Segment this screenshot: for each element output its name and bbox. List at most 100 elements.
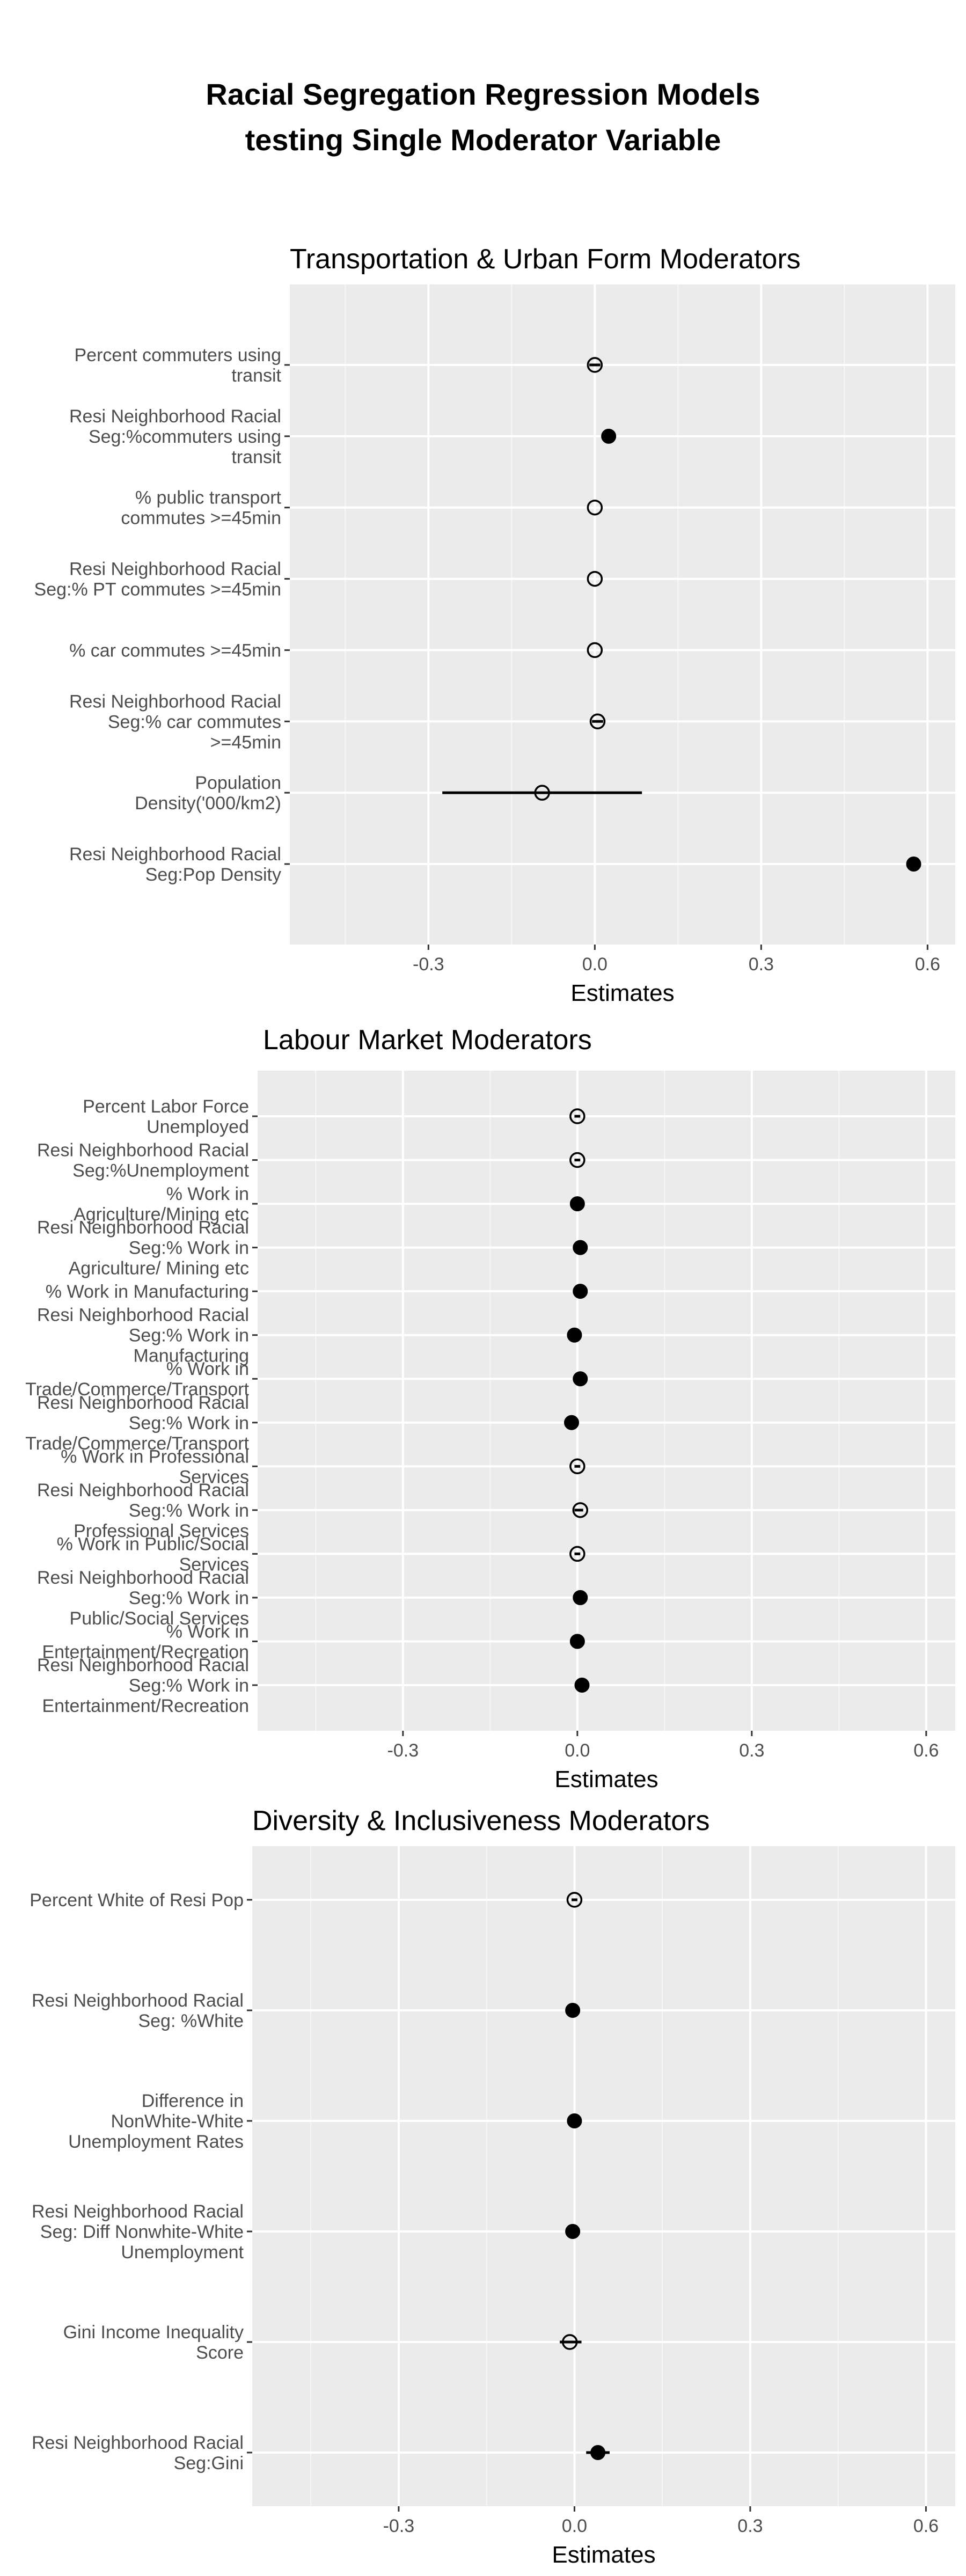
y-tick-label-line: Seg:Pop Density bbox=[145, 865, 281, 885]
y-tick-label-line: Difference in bbox=[142, 2091, 244, 2111]
transportation-panel: Transportation & Urban Form Moderators -0… bbox=[34, 244, 955, 1006]
y-tick-label-line: Seg: Diff Nonwhite-White bbox=[40, 2222, 244, 2242]
x-tick-label: 0.0 bbox=[565, 1740, 590, 1761]
x-axis-label: Estimates bbox=[552, 2542, 655, 2568]
y-tick-label-line: NonWhite-White bbox=[111, 2111, 244, 2132]
y-tick-label-line: Resi Neighborhood Racial bbox=[69, 844, 281, 865]
point-estimate bbox=[569, 1196, 585, 1212]
y-tick-label-line: Seg:% PT commutes >=45min bbox=[34, 580, 281, 600]
point-estimate bbox=[569, 1108, 586, 1124]
y-tick-label: % Work in Public/Social Services bbox=[57, 1534, 249, 1575]
y-tick-label: Gini Income Inequality Score bbox=[63, 2322, 244, 2363]
x-tick-label: 0.0 bbox=[562, 2516, 587, 2536]
y-tick-label-line: % Work in Professional bbox=[61, 1446, 249, 1467]
y-tick-label-line: % Work in bbox=[166, 1184, 249, 1204]
y-tick-label: % Work in Trade/Commerce/Transport bbox=[25, 1359, 249, 1400]
y-tick-label: Resi Neighborhood Racial Seg: %White bbox=[32, 1990, 244, 2031]
y-tick-label: Percent White of Resi Pop bbox=[30, 1890, 244, 1911]
y-tick-label: Resi Neighborhood Racial Seg:%Unemploymen… bbox=[37, 1140, 250, 1181]
x-tick-label: -0.3 bbox=[383, 2516, 415, 2536]
y-tick-label: % Work in Manufacturing bbox=[46, 1282, 249, 1302]
point-estimate bbox=[573, 1590, 588, 1605]
point-estimate bbox=[587, 642, 603, 658]
y-tick-label-line: Public/Social Services bbox=[70, 1608, 249, 1629]
main-title-line-2: testing Single Moderator Variable bbox=[245, 123, 721, 157]
y-tick-label-line: Resi Neighborhood Racial bbox=[69, 559, 281, 580]
y-tick-label-line: Resi Neighborhood Racial bbox=[37, 1393, 249, 1413]
point-estimate bbox=[587, 499, 603, 516]
y-tick-label-line: Resi Neighborhood Racial bbox=[69, 691, 281, 712]
y-tick-label-line: Seg:% Work in bbox=[129, 1413, 249, 1433]
x-tick-label: -0.3 bbox=[387, 1740, 419, 1761]
y-tick-label-line: Services bbox=[179, 1554, 249, 1575]
point-estimate bbox=[561, 2334, 578, 2350]
y-tick-label-line: Unemployed bbox=[147, 1117, 249, 1137]
y-tick-label-line: Score bbox=[196, 2343, 244, 2363]
y-tick-label-line: commutes >=45min bbox=[121, 508, 281, 529]
y-tick-label-line: Resi Neighborhood Racial bbox=[32, 1990, 244, 2011]
point-estimate bbox=[565, 2224, 581, 2239]
y-tick-label: % Work in Professional Services bbox=[61, 1446, 249, 1487]
x-tick-label: 0.6 bbox=[913, 1740, 939, 1761]
y-tick-label-line: Services bbox=[179, 1467, 249, 1487]
point-estimate bbox=[906, 857, 921, 872]
y-tick-label: Difference in NonWhite-White Unemployment … bbox=[68, 2091, 244, 2152]
point-estimate bbox=[590, 2445, 606, 2460]
x-axis-label: Estimates bbox=[554, 1766, 658, 1792]
point-estimate bbox=[569, 1458, 586, 1475]
point-estimate bbox=[569, 1634, 585, 1649]
y-tick-label-line: Resi Neighborhood Racial bbox=[69, 406, 281, 427]
point-estimate bbox=[574, 1678, 590, 1693]
y-tick-label-line: Resi Neighborhood Racial bbox=[32, 2201, 244, 2222]
y-tick-label-line: Seg:% Work in bbox=[129, 1238, 249, 1258]
x-tick-label: -0.3 bbox=[413, 954, 444, 975]
y-tick-label-line: Manufacturing bbox=[134, 1346, 249, 1366]
y-tick-label-line: Unemployment bbox=[121, 2242, 244, 2263]
y-tick-label: Resi Neighborhood Racial Seg: Diff Nonwhi… bbox=[32, 2201, 244, 2263]
y-tick-label-line: transit bbox=[231, 365, 281, 386]
point-estimate bbox=[587, 357, 603, 373]
y-tick-label: Resi Neighborhood Racial Seg:Pop Density bbox=[69, 844, 281, 885]
y-tick-label-line: Seg:% Work in bbox=[129, 1501, 249, 1521]
y-tick-label-line: Seg:% car commutes bbox=[108, 712, 281, 732]
point-estimate bbox=[567, 1327, 582, 1343]
x-tick-label: 0.3 bbox=[749, 954, 774, 975]
point-estimate bbox=[573, 1240, 588, 1255]
point-estimate bbox=[534, 785, 550, 801]
point-estimate bbox=[569, 1152, 586, 1168]
y-tick-label-line: Trade/Commerce/Transport bbox=[25, 1433, 249, 1454]
y-tick-label: Percent commuters using transit bbox=[75, 345, 282, 386]
point-estimate bbox=[573, 1371, 588, 1387]
y-tick-label-line: Percent Labor Force bbox=[83, 1096, 249, 1117]
y-tick-label-line: Seg: %White bbox=[138, 2011, 244, 2031]
plot-background bbox=[258, 1071, 955, 1731]
y-tick-label: % Work in Entertainment/Recreation bbox=[42, 1621, 249, 1662]
x-tick-label: 0.0 bbox=[582, 954, 608, 975]
y-tick-label-line: Seg:% Work in bbox=[129, 1588, 249, 1608]
y-tick-label: % car commutes >=45min bbox=[69, 640, 281, 661]
x-tick-label: 0.3 bbox=[739, 1740, 764, 1761]
y-tick-label-line: transit bbox=[231, 447, 281, 467]
y-tick-label-line: Entertainment/Recreation bbox=[42, 1642, 249, 1662]
y-tick-label-line: Professional Services bbox=[74, 1521, 249, 1541]
panel-title: Diversity & Inclusiveness Moderators bbox=[252, 1805, 710, 1836]
y-tick-label-line: Percent White of Resi Pop bbox=[30, 1890, 244, 1911]
x-tick-label: 0.3 bbox=[737, 2516, 763, 2536]
y-tick-label-line: Seg:% Work in bbox=[129, 1675, 249, 1696]
point-estimate bbox=[589, 713, 606, 730]
y-tick-label-line: Resi Neighborhood Racial bbox=[37, 1480, 249, 1501]
y-tick-label-line: Entertainment/Recreation bbox=[42, 1696, 249, 1716]
y-tick-label-line: % car commutes >=45min bbox=[69, 640, 281, 661]
point-estimate bbox=[587, 570, 603, 587]
y-tick-label-line: Seg:% Work in bbox=[129, 1326, 249, 1346]
y-tick-label: Resi Neighborhood Racial Seg:%commuters u… bbox=[69, 406, 282, 467]
y-tick-label-line: Unemployment Rates bbox=[68, 2132, 244, 2152]
y-tick-label-line: Trade/Commerce/Transport bbox=[25, 1379, 249, 1400]
panel-title: Labour Market Moderators bbox=[263, 1024, 592, 1056]
plot-background bbox=[290, 284, 955, 945]
panel-title: Transportation & Urban Form Moderators bbox=[290, 244, 801, 275]
y-tick-label: Resi Neighborhood Racial Seg:% car commut… bbox=[69, 691, 281, 752]
y-tick-label-line: Agriculture/ Mining etc bbox=[69, 1258, 249, 1279]
y-tick-label-line: Density('000/km2) bbox=[135, 793, 281, 814]
